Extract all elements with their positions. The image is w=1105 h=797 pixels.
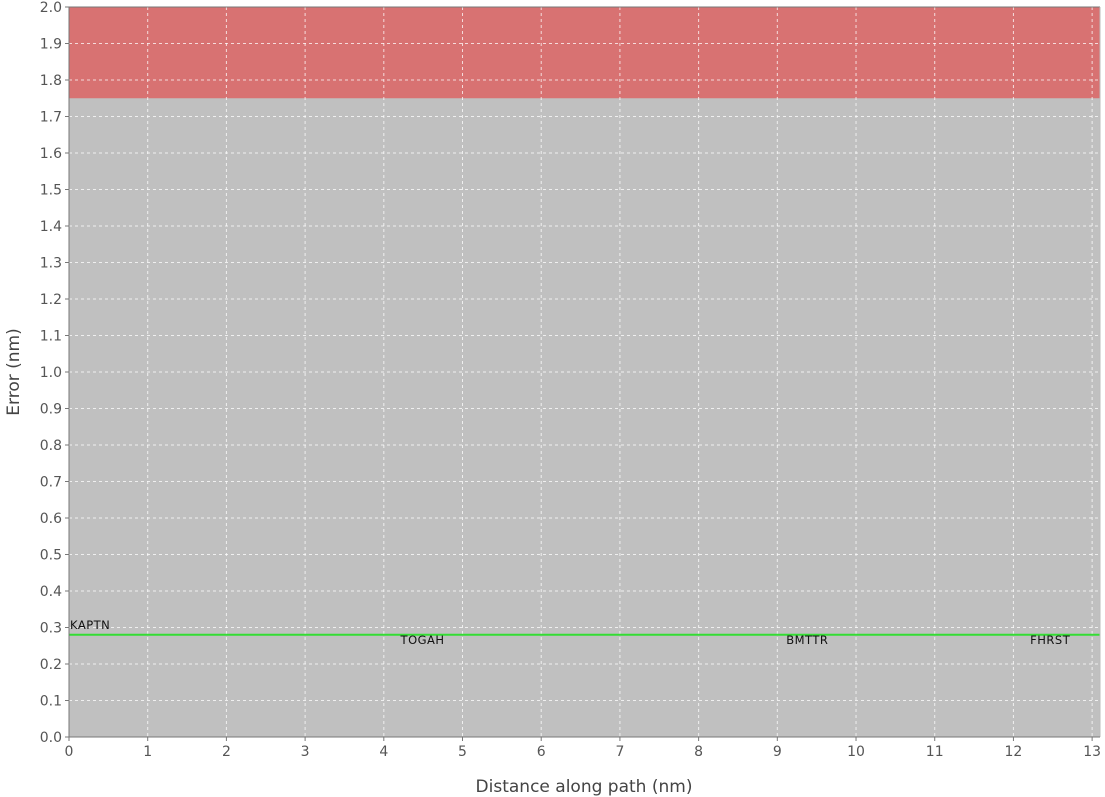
x-tick-label: 5 [458,744,467,760]
y-tick-label: 0.6 [40,511,62,527]
y-tick-label: 0.0 [40,730,62,746]
y-tick-label: 1.3 [40,256,62,272]
x-tick-label: 6 [537,744,546,760]
x-tick-label: 9 [773,744,782,760]
waypoint-label-fhrst: FHRST [1030,633,1071,647]
waypoint-label-togah: TOGAH [400,633,445,647]
x-tick-label: 10 [847,744,865,760]
waypoint-labels-layer: KAPTN TOGAH BMTTR FHRST [70,618,1071,647]
y-tick-label: 1.2 [40,292,62,308]
y-tick-label: 2.0 [40,0,62,16]
threshold-band-layer [69,7,1100,99]
y-tick-label: 0.8 [40,438,62,454]
x-tick-label: 8 [694,744,703,760]
y-tick-label: 1.4 [40,219,62,235]
y-tick-label: 1.1 [40,329,62,345]
y-tick-label: 0.2 [40,657,62,673]
threshold-band [69,7,1100,99]
y-tick-label: 1.9 [40,37,62,53]
x-tick-label: 4 [379,744,388,760]
x-tick-label: 11 [926,744,944,760]
waypoint-label-kaptn: KAPTN [70,618,110,632]
waypoint-label-bmttr: BMTTR [786,633,828,647]
x-tick-label: 13 [1083,744,1101,760]
axes-layer [65,6,1101,741]
y-tick-label: 0.7 [40,475,62,491]
y-tick-label: 1.7 [40,110,62,126]
x-tick-label: 0 [65,744,74,760]
y-tick-label: 0.4 [40,584,62,600]
x-tick-label: 7 [615,744,624,760]
y-tick-label: 1.0 [40,365,62,381]
y-tick-label: 0.5 [40,548,62,564]
y-tick-label: 1.5 [40,183,62,199]
y-tick-label: 1.6 [40,146,62,162]
y-tick-label: 0.1 [40,694,62,710]
x-axis-title: Distance along path (nm) [476,777,693,797]
x-tick-label: 3 [301,744,310,760]
y-tick-label: 0.9 [40,402,62,418]
y-tick-label: 1.8 [40,73,62,89]
y-tick-label: 0.3 [40,621,62,637]
x-tick-label: 12 [1005,744,1023,760]
x-tick-label: 1 [143,744,152,760]
x-tick-label: 2 [222,744,231,760]
tick-labels-layer: 0 1 2 3 4 5 6 7 8 9 10 11 12 130.00.10.20.30.40.50.60… [40,0,1101,760]
y-axis-title: Error (nm) [4,328,24,415]
